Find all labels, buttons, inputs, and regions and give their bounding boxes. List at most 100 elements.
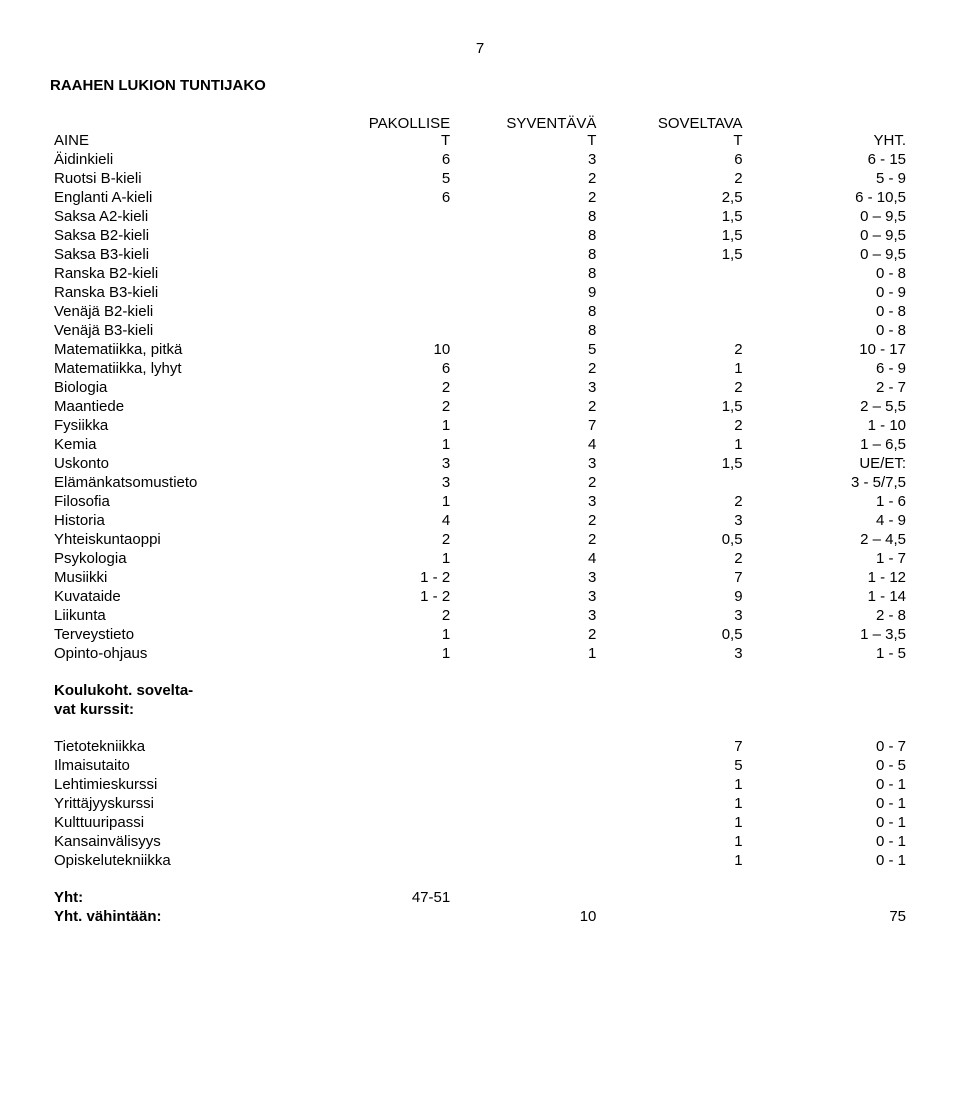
cell-pak — [308, 283, 454, 302]
cell-syv — [454, 813, 600, 832]
cell-syv: 4 — [454, 435, 600, 454]
cell-sov: 1 — [600, 813, 746, 832]
table-row: Ilmaisutaito50 - 5 — [50, 756, 910, 775]
cell-pak — [308, 321, 454, 340]
cell-sov: 1 — [600, 794, 746, 813]
cell-pak: 3 — [308, 454, 454, 473]
cell-aine: Saksa B2-kieli — [50, 226, 308, 245]
header-sov-bot: T — [733, 132, 742, 149]
cell-yht: 0 - 8 — [747, 302, 910, 321]
cell-pak: 1 — [308, 416, 454, 435]
cell-syv: 8 — [454, 302, 600, 321]
table-row: Psykologia1421 - 7 — [50, 549, 910, 568]
header-aine: AINE — [50, 114, 308, 150]
cell-aine: Yhteiskuntaoppi — [50, 530, 308, 549]
cell-aine: Tietotekniikka — [50, 737, 308, 756]
table-row: Yrittäjyyskurssi10 - 1 — [50, 794, 910, 813]
cell-yht: 1 - 7 — [747, 549, 910, 568]
cell-sov: 6 — [600, 150, 746, 169]
table-row: Musiikki1 - 2371 - 12 — [50, 568, 910, 587]
cell-syv — [454, 756, 600, 775]
spacer — [50, 870, 910, 888]
cell-pak — [308, 264, 454, 283]
cell-pak: 10 — [308, 340, 454, 359]
totals-min-pak — [308, 907, 454, 926]
cell-syv — [454, 794, 600, 813]
cell-pak: 2 — [308, 378, 454, 397]
cell-pak: 2 — [308, 397, 454, 416]
cell-sov — [600, 283, 746, 302]
cell-sov: 2 — [600, 492, 746, 511]
cell-aine: Matematiikka, lyhyt — [50, 359, 308, 378]
cell-sov: 1 — [600, 775, 746, 794]
cell-pak: 2 — [308, 606, 454, 625]
cell-sov: 1,5 — [600, 207, 746, 226]
cell-yht: 0 - 7 — [747, 737, 910, 756]
header-pak-bot: T — [441, 132, 450, 149]
table-row: Ranska B2-kieli80 - 8 — [50, 264, 910, 283]
cell-yht: 0 – 9,5 — [747, 226, 910, 245]
cell-syv: 8 — [454, 245, 600, 264]
totals-row-yht: Yht: 47-51 — [50, 888, 910, 907]
cell-aine: Saksa A2-kieli — [50, 207, 308, 226]
cell-sov — [600, 264, 746, 283]
header-syv-top: SYVENTÄVÄ — [506, 115, 596, 132]
cell-sov: 3 — [600, 644, 746, 663]
table-row: Venäjä B2-kieli80 - 8 — [50, 302, 910, 321]
cell-yht: 1 - 14 — [747, 587, 910, 606]
cell-syv — [454, 737, 600, 756]
table-row: Ranska B3-kieli90 - 9 — [50, 283, 910, 302]
cell-syv: 3 — [454, 492, 600, 511]
cell-sov: 1,5 — [600, 245, 746, 264]
cell-sov: 1,5 — [600, 397, 746, 416]
cell-yht: 4 - 9 — [747, 511, 910, 530]
table-row: Elämänkatsomustieto323 - 5/7,5 — [50, 473, 910, 492]
cell-yht: 6 - 10,5 — [747, 188, 910, 207]
cell-syv: 8 — [454, 207, 600, 226]
cell-syv: 8 — [454, 264, 600, 283]
main-table: AINE PAKOLLISE T SYVENTÄVÄ T SOVELTAVA T… — [50, 114, 910, 926]
cell-sov: 2 — [600, 416, 746, 435]
cell-yht: 0 - 8 — [747, 264, 910, 283]
cell-pak — [308, 775, 454, 794]
table-row: Opinto-ohjaus1131 - 5 — [50, 644, 910, 663]
table-row: Kemia1411 – 6,5 — [50, 435, 910, 454]
cell-pak — [308, 737, 454, 756]
cell-yht: 0 - 1 — [747, 775, 910, 794]
cell-yht: 2 – 4,5 — [747, 530, 910, 549]
cell-aine: Ruotsi B-kieli — [50, 169, 308, 188]
cell-aine: Terveystieto — [50, 625, 308, 644]
cell-aine: Elämänkatsomustieto — [50, 473, 308, 492]
spacer — [50, 663, 910, 681]
cell-yht: 1 - 10 — [747, 416, 910, 435]
cell-aine: Äidinkieli — [50, 150, 308, 169]
cell-aine: Venäjä B3-kieli — [50, 321, 308, 340]
table-row: Yhteiskuntaoppi220,52 – 4,5 — [50, 530, 910, 549]
table-row: Lehtimieskurssi10 - 1 — [50, 775, 910, 794]
cell-pak — [308, 226, 454, 245]
cell-aine: Ilmaisutaito — [50, 756, 308, 775]
cell-pak — [308, 813, 454, 832]
cell-sov — [600, 321, 746, 340]
table-row: Biologia2322 - 7 — [50, 378, 910, 397]
cell-pak — [308, 851, 454, 870]
totals-yht-syv — [454, 888, 600, 907]
cell-yht: 5 - 9 — [747, 169, 910, 188]
cell-pak: 1 — [308, 644, 454, 663]
cell-pak — [308, 794, 454, 813]
cell-sov: 3 — [600, 511, 746, 530]
cell-yht: 1 – 6,5 — [747, 435, 910, 454]
cell-yht: UE/ET: — [747, 454, 910, 473]
cell-sov: 5 — [600, 756, 746, 775]
cell-yht: 2 - 7 — [747, 378, 910, 397]
cell-syv: 3 — [454, 454, 600, 473]
header-row: AINE PAKOLLISE T SYVENTÄVÄ T SOVELTAVA T… — [50, 114, 910, 150]
header-syv-bot: T — [587, 132, 596, 149]
cell-aine: Biologia — [50, 378, 308, 397]
cell-syv — [454, 851, 600, 870]
cell-sov — [600, 302, 746, 321]
header-pak-top: PAKOLLISE — [369, 115, 450, 132]
cell-syv: 7 — [454, 416, 600, 435]
cell-yht: 0 - 1 — [747, 794, 910, 813]
cell-syv: 5 — [454, 340, 600, 359]
